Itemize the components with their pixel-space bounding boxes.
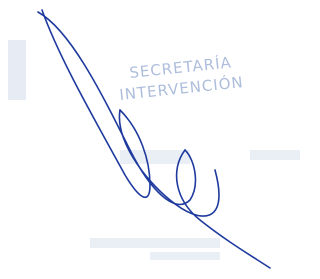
smudge	[250, 150, 300, 160]
smudge	[8, 40, 26, 100]
smudge	[150, 252, 220, 260]
page: {"stamp": {"line1": "SECRETARÍA", "line2…	[0, 0, 307, 279]
scan: SECRETARÍA INTERVENCIÓN	[0, 0, 307, 279]
smudge	[90, 238, 220, 248]
background	[0, 0, 307, 279]
